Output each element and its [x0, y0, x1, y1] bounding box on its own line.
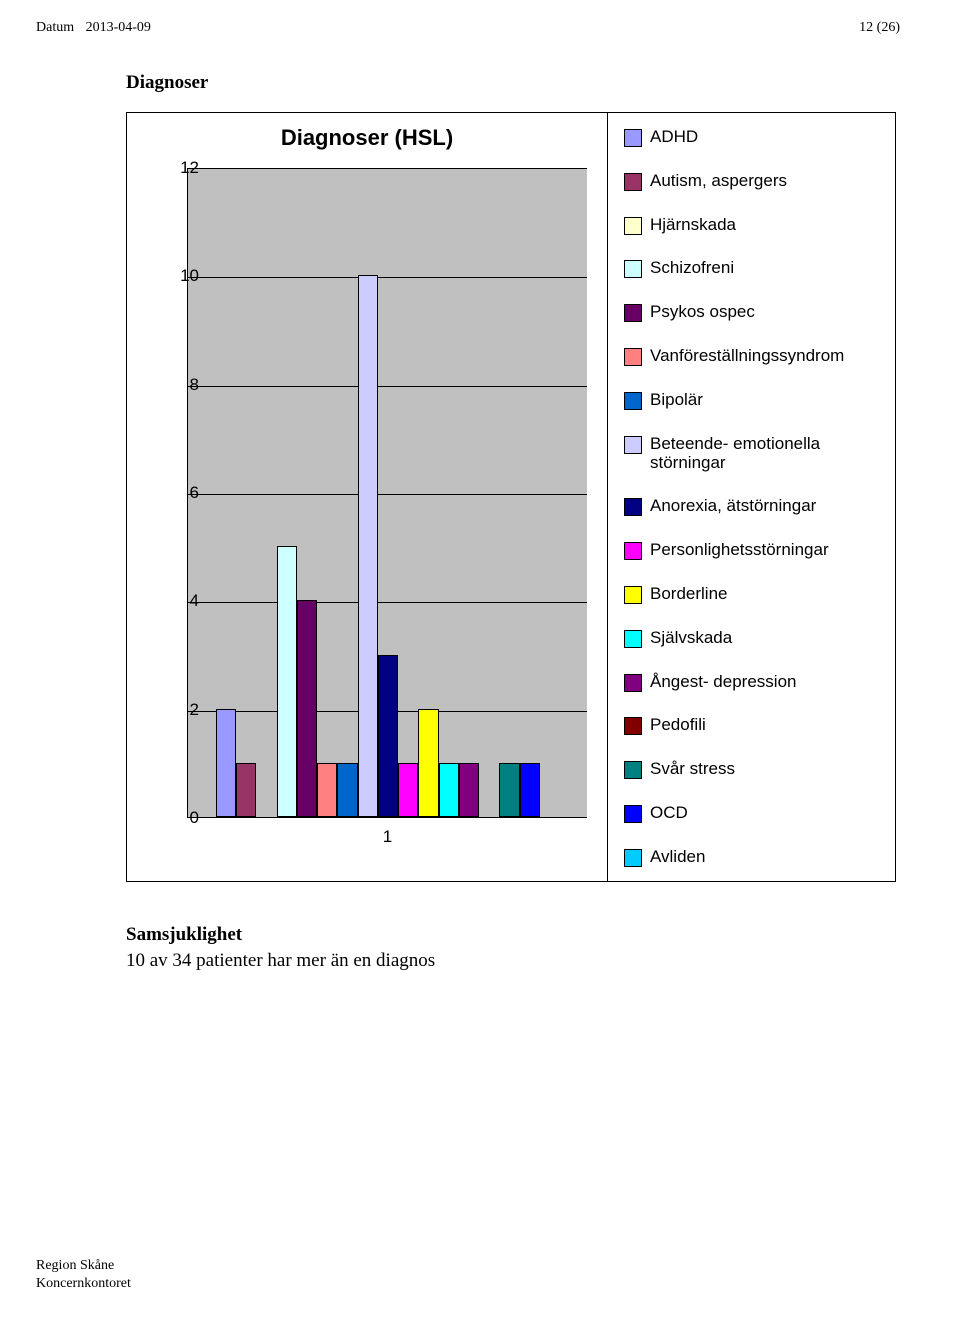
header-left: Datum 2013-04-09 — [36, 20, 151, 36]
content: Diagnoser Diagnoser (HSL) 1 0 2 4 6 8 10 12 AD… — [126, 72, 896, 973]
legend-label: Svår stress — [650, 759, 735, 779]
legend-label: Psykos ospec — [650, 302, 755, 322]
legend-item: Hjärnskada — [624, 215, 883, 235]
legend-item: ADHD — [624, 127, 883, 147]
legend-item: Borderline — [624, 584, 883, 604]
legend-label: Hjärnskada — [650, 215, 736, 235]
legend-swatch — [624, 260, 642, 278]
legend-label: Schizofreni — [650, 258, 734, 278]
legend-swatch — [624, 173, 642, 191]
samsjuklighet-heading: Samsjuklighet — [126, 924, 242, 945]
legend-swatch — [624, 542, 642, 560]
legend-item: Svår stress — [624, 759, 883, 779]
legend-item: Avliden — [624, 847, 883, 867]
bar — [358, 275, 378, 817]
footer: Region Skåne Koncernkontoret — [36, 1257, 131, 1292]
bar — [459, 763, 479, 817]
bar — [236, 763, 256, 817]
footer-line2: Koncernkontoret — [36, 1275, 131, 1293]
legend-item: Vanföreställningssyndrom — [624, 346, 883, 366]
chart-panel: Diagnoser (HSL) 1 0 2 4 6 8 10 12 — [127, 113, 607, 881]
x-axis-label: 1 — [188, 827, 587, 847]
legend-label: Avliden — [650, 847, 705, 867]
gridline — [188, 277, 587, 278]
legend-item: Personlighetsstörningar — [624, 540, 883, 560]
legend-swatch — [624, 630, 642, 648]
legend-item: Anorexia, ätstörningar — [624, 496, 883, 516]
bar — [337, 763, 357, 817]
samsjuklighet-block: Samsjuklighet 10 av 34 patienter har mer… — [126, 922, 896, 973]
chart-title: Diagnoser (HSL) — [127, 125, 607, 151]
gridline — [188, 602, 587, 603]
legend-swatch — [624, 586, 642, 604]
legend-item: Bipolär — [624, 390, 883, 410]
legend-swatch — [624, 304, 642, 322]
legend-item: Schizofreni — [624, 258, 883, 278]
legend-label: Vanföreställningssyndrom — [650, 346, 844, 366]
page: Datum 2013-04-09 12 (26) Diagnoser Diagn… — [0, 0, 960, 1328]
legend-swatch — [624, 129, 642, 147]
legend-label: Självskada — [650, 628, 732, 648]
legend-swatch — [624, 436, 642, 454]
legend-swatch — [624, 761, 642, 779]
plot-area: 1 — [187, 168, 587, 818]
chart-container: Diagnoser (HSL) 1 0 2 4 6 8 10 12 ADHD Autism, … — [126, 112, 896, 882]
legend-swatch — [624, 717, 642, 735]
legend-label: Ångest- depression — [650, 672, 796, 692]
legend-label: Autism, aspergers — [650, 171, 787, 191]
bar — [499, 763, 519, 817]
legend-label: OCD — [650, 803, 688, 823]
legend-label: Personlighetsstörningar — [650, 540, 829, 560]
bar — [418, 709, 438, 817]
legend-swatch — [624, 392, 642, 410]
legend-swatch — [624, 498, 642, 516]
legend-item: OCD — [624, 803, 883, 823]
samsjuklighet-text: 10 av 34 patienter har mer än en diagnos — [126, 950, 435, 971]
datum-label: Datum — [36, 20, 74, 35]
bar — [297, 600, 317, 817]
legend-label: Borderline — [650, 584, 728, 604]
datum-value: 2013-04-09 — [86, 20, 151, 35]
bar — [378, 655, 398, 818]
legend-item: Autism, aspergers — [624, 171, 883, 191]
legend-swatch — [624, 217, 642, 235]
y-tick-label: 0 — [159, 808, 199, 828]
bar — [216, 709, 236, 817]
section-title: Diagnoser — [126, 72, 896, 94]
legend-item: Självskada — [624, 628, 883, 648]
legend-label: Anorexia, ätstörningar — [650, 496, 816, 516]
page-header: Datum 2013-04-09 12 (26) — [36, 20, 900, 36]
legend-item: Pedofili — [624, 715, 883, 735]
y-tick-label: 6 — [159, 483, 199, 503]
legend-swatch — [624, 849, 642, 867]
gridline — [188, 494, 587, 495]
legend-label: Bipolär — [650, 390, 703, 410]
legend-item: Ångest- depression — [624, 672, 883, 692]
gridline — [188, 386, 587, 387]
legend-item: Beteende- emotionella störningar — [624, 434, 883, 473]
y-tick-label: 8 — [159, 375, 199, 395]
legend-item: Psykos ospec — [624, 302, 883, 322]
legend-swatch — [624, 805, 642, 823]
page-number: 12 (26) — [859, 20, 900, 36]
y-tick-label: 4 — [159, 591, 199, 611]
legend-label: Pedofili — [650, 715, 706, 735]
legend-label: ADHD — [650, 127, 698, 147]
bar — [277, 546, 297, 817]
legend-panel: ADHD Autism, aspergers Hjärnskada Schizofre… — [607, 113, 895, 881]
bar — [317, 763, 337, 817]
bar — [398, 763, 418, 817]
bar — [520, 763, 540, 817]
legend-swatch — [624, 674, 642, 692]
legend-swatch — [624, 348, 642, 366]
bar — [439, 763, 459, 817]
y-tick-label: 12 — [159, 158, 199, 178]
legend-label: Beteende- emotionella störningar — [650, 434, 883, 473]
y-tick-label: 2 — [159, 700, 199, 720]
footer-line1: Region Skåne — [36, 1257, 131, 1275]
y-tick-label: 10 — [159, 266, 199, 286]
